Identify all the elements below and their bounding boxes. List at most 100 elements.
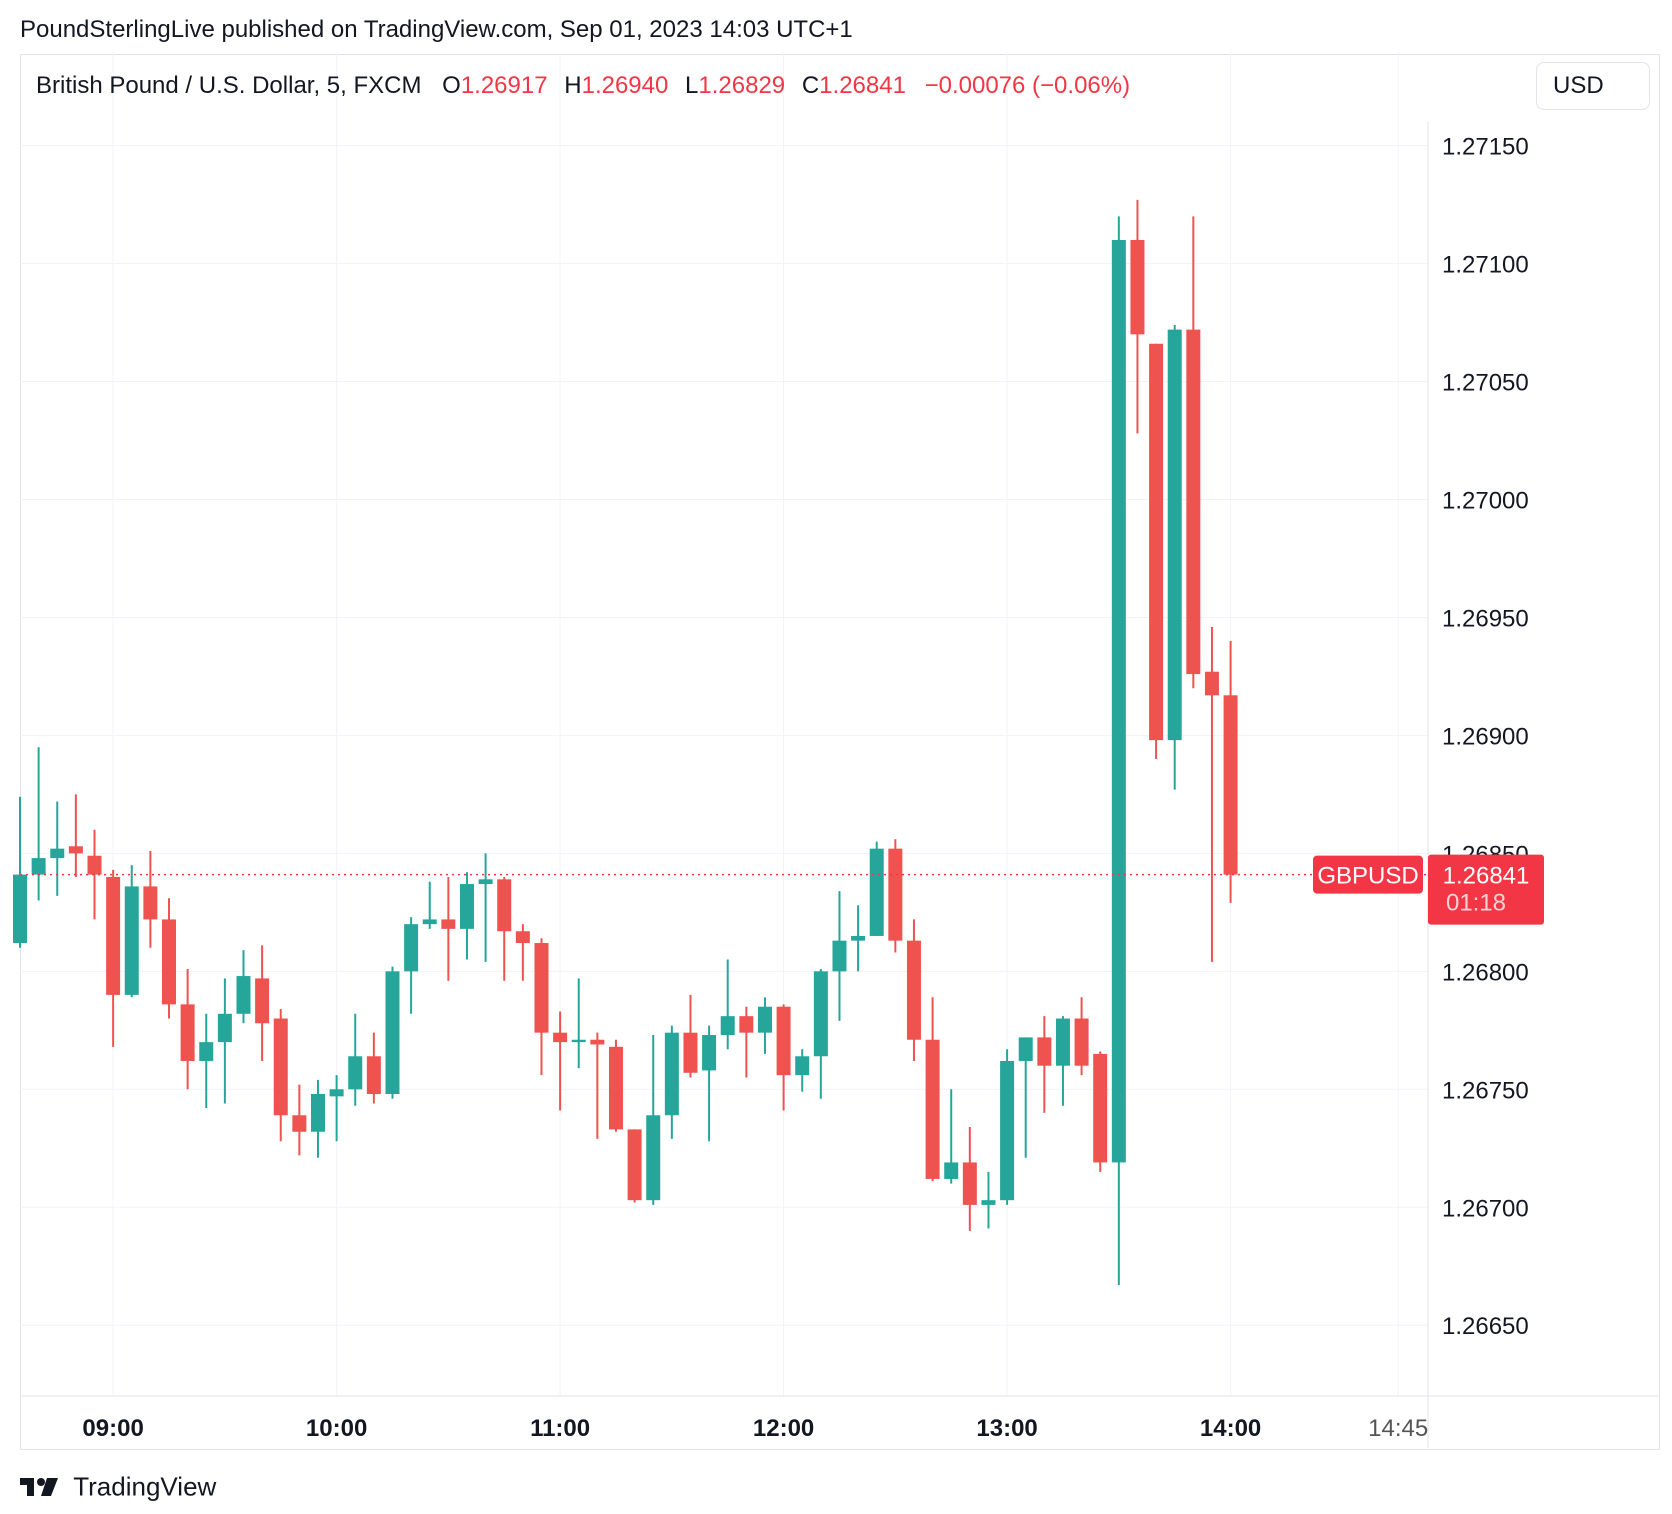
candle-body[interactable] bbox=[944, 1162, 959, 1179]
candle-body[interactable] bbox=[478, 879, 493, 885]
candle-body[interactable] bbox=[68, 846, 83, 854]
candle-body[interactable] bbox=[1167, 329, 1182, 741]
candle-body[interactable] bbox=[1000, 1060, 1015, 1201]
candle-body[interactable] bbox=[627, 1129, 642, 1201]
low-label: L bbox=[685, 72, 699, 99]
high-label: H bbox=[564, 72, 582, 99]
candle-body[interactable] bbox=[739, 1016, 754, 1033]
x-tick-label: 12:00 bbox=[753, 1415, 814, 1442]
y-tick-label: 1.27000 bbox=[1442, 487, 1529, 514]
candle-body[interactable] bbox=[497, 879, 512, 932]
y-tick-label: 1.26700 bbox=[1442, 1195, 1529, 1222]
close-label: C bbox=[801, 72, 820, 99]
candle-body[interactable] bbox=[366, 1056, 381, 1095]
open-label: O bbox=[442, 72, 461, 99]
candle-body[interactable] bbox=[1204, 671, 1219, 696]
candle-body[interactable] bbox=[608, 1046, 623, 1130]
x-tick-label: 09:00 bbox=[82, 1415, 143, 1442]
candle-body[interactable] bbox=[236, 976, 251, 1014]
candle-body[interactable] bbox=[664, 1032, 679, 1116]
candle-body[interactable] bbox=[1093, 1053, 1108, 1163]
currency-button[interactable]: USD bbox=[1536, 62, 1650, 110]
candle-body[interactable] bbox=[851, 935, 866, 941]
price-tag-value: 1.26841 bbox=[1443, 863, 1530, 890]
candle-body[interactable] bbox=[981, 1200, 996, 1205]
x-tick-label: 10:00 bbox=[306, 1415, 367, 1442]
candle-body[interactable] bbox=[143, 886, 158, 920]
candle-body[interactable] bbox=[161, 919, 176, 1005]
candle-body[interactable] bbox=[832, 940, 847, 972]
price-tag-bg bbox=[1428, 854, 1544, 925]
candle-body[interactable] bbox=[1037, 1037, 1052, 1066]
candle-body[interactable] bbox=[1186, 329, 1201, 675]
high-value: 1.26940 bbox=[581, 72, 669, 99]
candle-body[interactable] bbox=[180, 1004, 195, 1061]
candle-body[interactable] bbox=[255, 978, 270, 1024]
change-value: −0.00076 (−0.06%) bbox=[924, 72, 1131, 99]
candle-body[interactable] bbox=[553, 1032, 568, 1043]
candle-body[interactable] bbox=[1074, 1018, 1089, 1066]
candle-body[interactable] bbox=[1130, 239, 1145, 335]
candle-body[interactable] bbox=[571, 1039, 586, 1043]
candle-body[interactable] bbox=[124, 886, 139, 995]
x-tick-label: 14:45 bbox=[1368, 1415, 1428, 1442]
x-tick-label: 11:00 bbox=[530, 1415, 590, 1442]
candle-body[interactable] bbox=[757, 1006, 772, 1033]
candle-body[interactable] bbox=[1055, 1018, 1070, 1066]
candle-body[interactable] bbox=[813, 971, 828, 1057]
candle-body[interactable] bbox=[106, 876, 121, 995]
candle-body[interactable] bbox=[459, 884, 474, 929]
candle-body[interactable] bbox=[534, 943, 549, 1033]
candle-body[interactable] bbox=[683, 1032, 698, 1073]
chart-frame bbox=[20, 54, 1660, 1450]
candle-body[interactable] bbox=[869, 848, 884, 936]
candle-body[interactable] bbox=[292, 1115, 307, 1132]
x-tick-label: 13:00 bbox=[976, 1415, 1037, 1442]
candle-body[interactable] bbox=[273, 1018, 288, 1116]
y-tick-label: 1.27050 bbox=[1442, 370, 1529, 397]
candle-body[interactable] bbox=[385, 971, 400, 1095]
open-value: 1.26917 bbox=[460, 72, 548, 99]
x-tick-label: 14:00 bbox=[1200, 1415, 1261, 1442]
symbol-title[interactable]: British Pound / U.S. Dollar, 5, FXCM bbox=[36, 72, 422, 99]
y-tick-label: 1.26950 bbox=[1442, 605, 1529, 632]
y-tick-label: 1.26800 bbox=[1442, 959, 1529, 986]
candle-body[interactable] bbox=[310, 1094, 325, 1132]
publisher-line: PoundSterlingLive published on TradingVi… bbox=[20, 16, 853, 43]
candle-body[interactable] bbox=[888, 848, 903, 941]
close-value: 1.26841 bbox=[819, 72, 906, 99]
candle-body[interactable] bbox=[515, 931, 530, 944]
candle-body[interactable] bbox=[199, 1042, 214, 1061]
candle-body[interactable] bbox=[422, 919, 437, 925]
candle-body[interactable] bbox=[1149, 343, 1164, 741]
candle-body[interactable] bbox=[590, 1039, 605, 1045]
symbol-tag-label: GBPUSD bbox=[1317, 863, 1418, 890]
candle-body[interactable] bbox=[795, 1056, 810, 1076]
candle-body[interactable] bbox=[702, 1035, 717, 1071]
candle-body[interactable] bbox=[31, 858, 46, 875]
candle-body[interactable] bbox=[646, 1115, 661, 1201]
candle-body[interactable] bbox=[1223, 695, 1238, 875]
candle-body[interactable] bbox=[404, 924, 419, 972]
candle-body[interactable] bbox=[13, 874, 27, 944]
candle-body[interactable] bbox=[50, 848, 65, 859]
brand-name: TradingView bbox=[73, 1471, 217, 1502]
candle-body[interactable] bbox=[87, 855, 102, 875]
candle-body[interactable] bbox=[720, 1016, 735, 1036]
candle-body[interactable] bbox=[906, 940, 921, 1040]
y-tick-label: 1.26750 bbox=[1442, 1077, 1529, 1104]
tradingview-brand[interactable]: TradingView bbox=[20, 1470, 216, 1503]
candle-body[interactable] bbox=[1111, 239, 1126, 1163]
candle-body[interactable] bbox=[962, 1162, 977, 1205]
y-tick-label: 1.27100 bbox=[1442, 252, 1529, 279]
candle-body[interactable] bbox=[217, 1013, 232, 1043]
candle-body[interactable] bbox=[441, 919, 456, 929]
y-tick-label: 1.27150 bbox=[1442, 134, 1529, 161]
candle-body[interactable] bbox=[329, 1089, 344, 1097]
candle-body[interactable] bbox=[1018, 1037, 1033, 1061]
candle-body[interactable] bbox=[348, 1056, 363, 1090]
y-tick-label: 1.26900 bbox=[1442, 723, 1529, 750]
candle-body[interactable] bbox=[776, 1006, 791, 1076]
candle-body[interactable] bbox=[925, 1039, 940, 1179]
